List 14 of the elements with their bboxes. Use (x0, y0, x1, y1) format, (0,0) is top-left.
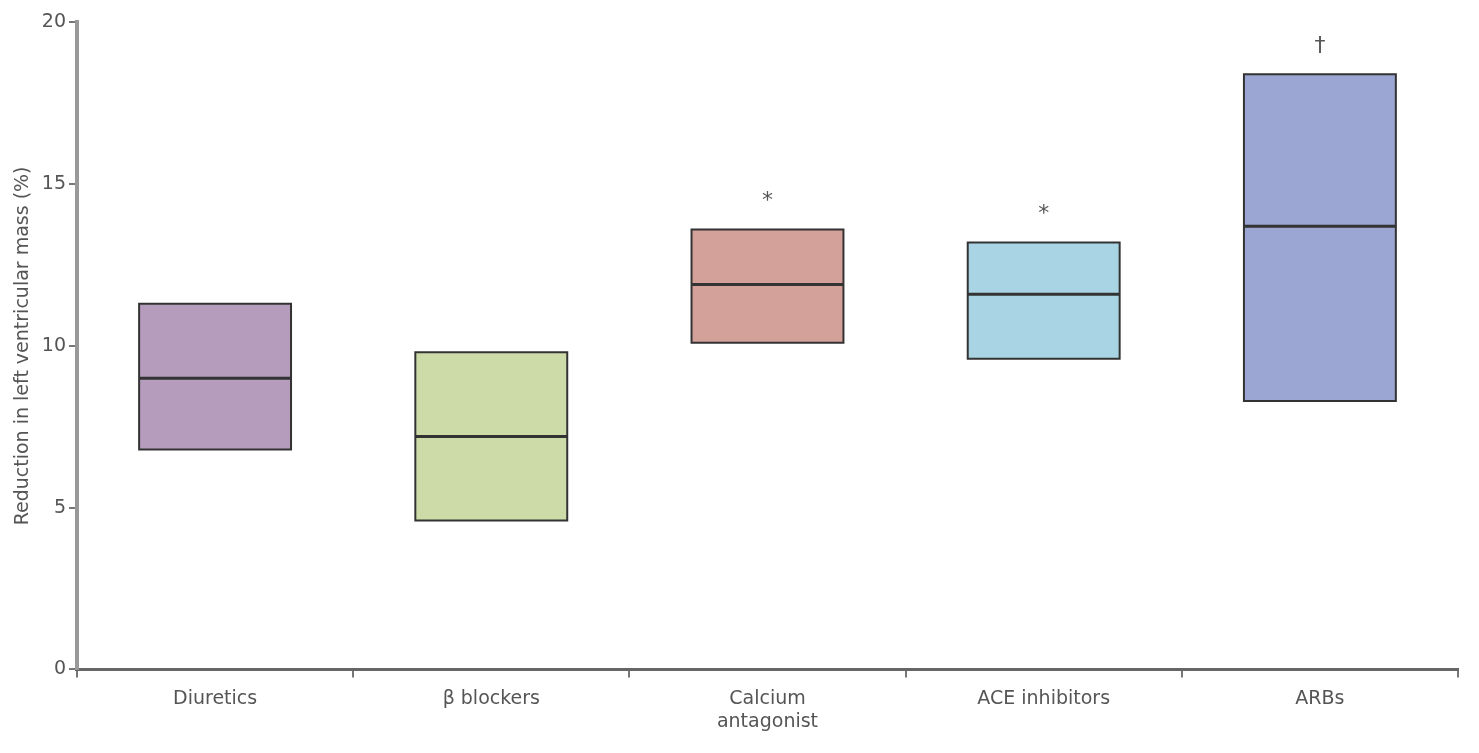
x-tick-label: ARBs (1295, 685, 1345, 708)
annotation: * (1038, 200, 1050, 226)
x-tick-label: ACE inhibitors (977, 685, 1111, 708)
x-tick-label: β blockers (442, 685, 540, 708)
y-axis-title: Reduction in left ventricular mass (%) (10, 166, 33, 526)
annotation: * (761, 187, 773, 213)
annotation: † (1314, 31, 1326, 57)
y-tick-label: 10 (41, 332, 66, 355)
x-tick-label: Calcium antagonist (716, 685, 819, 731)
y-tick-label: 5 (53, 494, 66, 517)
y-tick-label: 15 (41, 171, 66, 194)
y-tick-label: 0 (53, 656, 66, 679)
y-tick-label: 20 (41, 9, 66, 32)
x-tick-label: Diuretics (173, 685, 258, 708)
